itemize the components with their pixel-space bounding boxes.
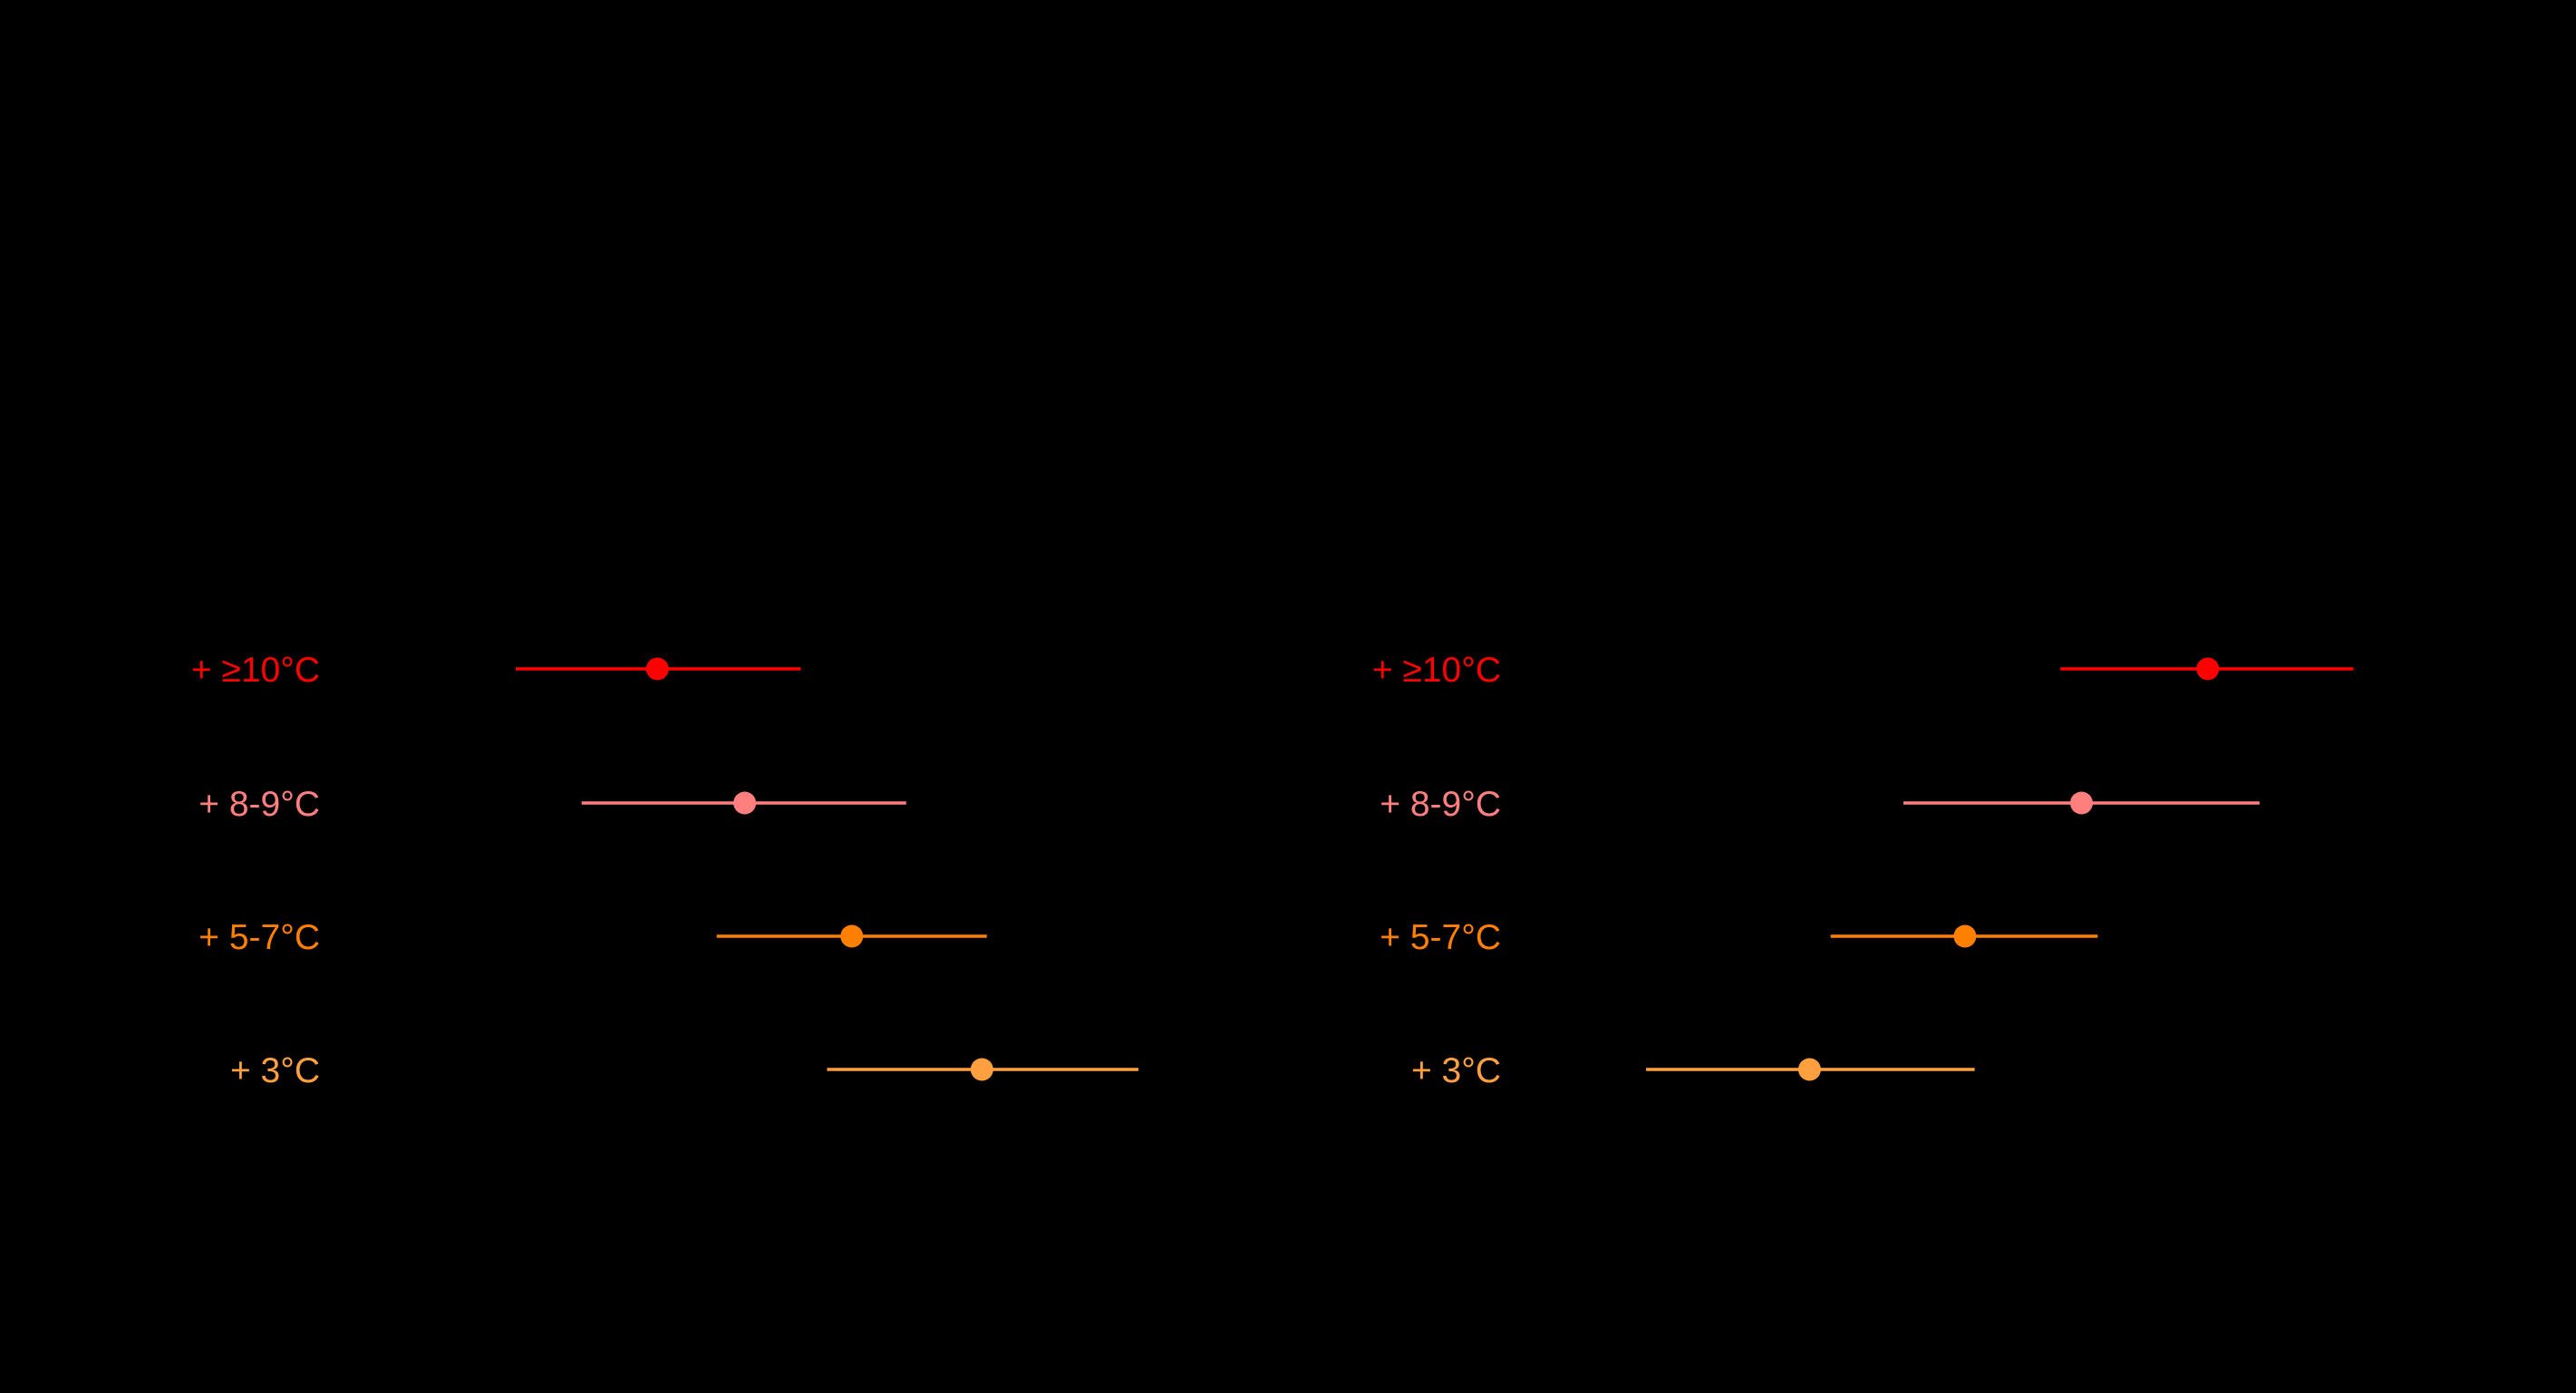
row-label: + ≥10°C <box>1372 651 1501 690</box>
left-panel: + ≥10°C + 8-9°C + 5-7°C + 3°C <box>191 651 1138 1090</box>
point-estimate-marker <box>840 924 864 948</box>
point-estimate-marker <box>970 1058 993 1081</box>
row-label: + ≥10°C <box>191 651 320 690</box>
row-label: + 8-9°C <box>1380 785 1501 824</box>
right-panel: + ≥10°C + 8-9°C + 5-7°C + 3°C <box>1372 651 2354 1090</box>
row-label: + 5-7°C <box>1380 918 1501 957</box>
row-label: + 5-7°C <box>199 918 320 957</box>
point-estimate-marker <box>2069 791 2093 815</box>
row-label: + 3°C <box>230 1051 320 1090</box>
point-estimate-marker <box>2196 657 2220 681</box>
point-estimate-marker <box>1953 924 1977 948</box>
point-estimate-marker <box>645 657 669 681</box>
point-estimate-marker <box>733 791 757 815</box>
row-label: + 8-9°C <box>199 785 320 824</box>
point-estimate-marker <box>1797 1058 1821 1081</box>
row-label: + 3°C <box>1411 1051 1501 1090</box>
